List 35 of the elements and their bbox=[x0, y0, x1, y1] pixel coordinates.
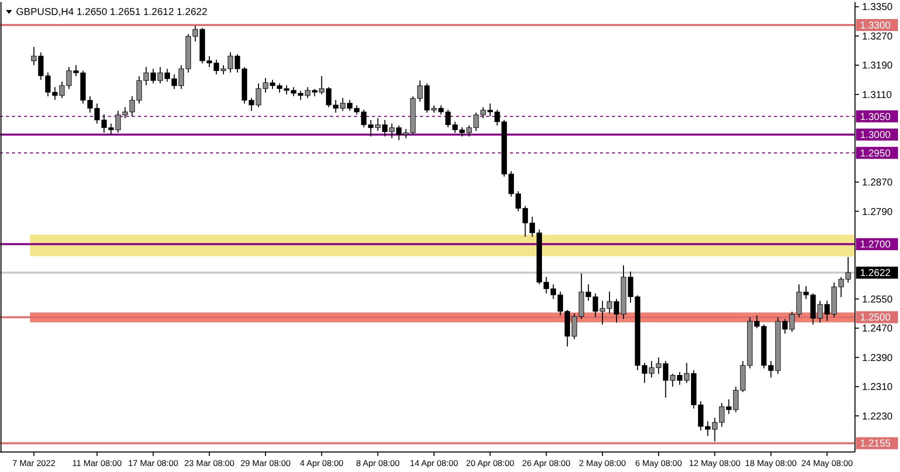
y-tick-label: 1.2870 bbox=[862, 178, 894, 189]
x-tick-label: 23 Mar 08:00 bbox=[184, 458, 235, 468]
ref-line-label: 1.2700 bbox=[860, 240, 892, 251]
x-tick-label: 26 Apr 08:00 bbox=[522, 458, 571, 468]
ref-line-label: 1.2155 bbox=[860, 438, 892, 450]
y-tick-label: 1.2470 bbox=[862, 324, 894, 335]
y-tick-label: 1.2790 bbox=[862, 206, 894, 218]
y-tick-label: 1.3350 bbox=[862, 2, 894, 14]
x-tick-label: 7 Mar 2022 bbox=[12, 458, 56, 468]
x-tick-label: 20 Apr 08:00 bbox=[466, 458, 515, 468]
x-tick-label: 4 Apr 08:00 bbox=[300, 458, 344, 468]
x-tick-label: 17 Mar 08:00 bbox=[128, 458, 179, 468]
y-tick-label: 1.2550 bbox=[862, 294, 894, 306]
text: GBPUSD,H4 1.2650 1.2651 1.2612 1.2622 bbox=[16, 7, 208, 18]
ref-line-label: 1.2500 bbox=[860, 312, 892, 324]
ref-line-label: 1.2950 bbox=[860, 148, 892, 160]
x-tick-label: 2 May 08:00 bbox=[579, 458, 626, 468]
x-tick-label: 8 Apr 08:00 bbox=[356, 458, 400, 468]
x-tick-label: 12 May 08:00 bbox=[689, 458, 741, 468]
x-tick-label: 11 Mar 08:00 bbox=[72, 458, 122, 468]
x-tick-label: 14 Apr 08:00 bbox=[410, 458, 458, 468]
y-tick-label: 1.2230 bbox=[862, 411, 894, 422]
y-tick-label: 1.3270 bbox=[862, 31, 894, 42]
ref-line-label: 1.2622 bbox=[860, 268, 892, 280]
ref-line-label: 1.3050 bbox=[860, 112, 892, 123]
x-tick-label: 18 May 08:00 bbox=[745, 458, 797, 468]
y-tick-label: 1.2310 bbox=[862, 382, 894, 394]
y-tick-label: 1.2390 bbox=[862, 352, 894, 364]
y-tick-label: 1.3190 bbox=[862, 60, 894, 72]
ref-line-label: 1.3000 bbox=[860, 130, 892, 142]
ref-line-label: 1.3300 bbox=[860, 20, 892, 32]
x-tick-label: 29 Mar 08:00 bbox=[240, 458, 291, 468]
x-tick-label: 24 May 08:00 bbox=[801, 458, 854, 468]
y-tick-label: 1.3110 bbox=[862, 90, 892, 101]
x-tick-label: 6 May 08:00 bbox=[635, 458, 682, 468]
